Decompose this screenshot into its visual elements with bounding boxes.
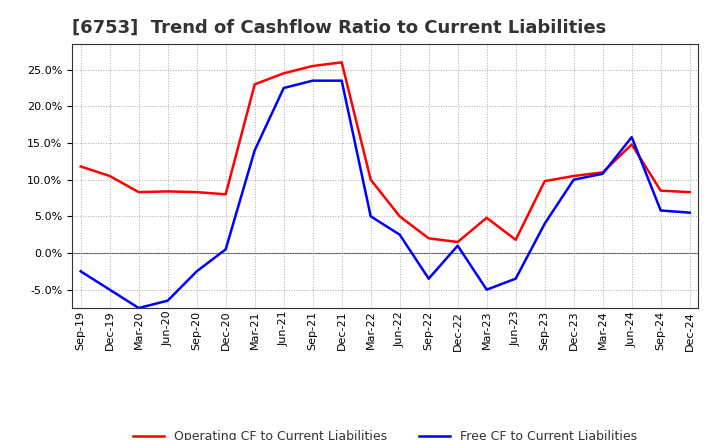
Free CF to Current Liabilities (279, 85, 288, 91)
Operating CF to Current Liabilities (163, 189, 172, 194)
Operating CF to Current Liabilities (570, 173, 578, 179)
Operating CF to Current Liabilities (192, 190, 201, 195)
Operating CF to Current Liabilities (76, 164, 85, 169)
Free CF to Current Liabilities (685, 210, 694, 215)
Free CF to Current Liabilities (541, 221, 549, 226)
Operating CF to Current Liabilities (221, 192, 230, 197)
Free CF to Current Liabilities (221, 247, 230, 252)
Operating CF to Current Liabilities (511, 237, 520, 242)
Operating CF to Current Liabilities (105, 173, 114, 179)
Free CF to Current Liabilities (251, 148, 259, 153)
Line: Operating CF to Current Liabilities: Operating CF to Current Liabilities (81, 62, 690, 242)
Free CF to Current Liabilities (424, 276, 433, 281)
Operating CF to Current Liabilities (482, 215, 491, 220)
Free CF to Current Liabilities (627, 135, 636, 140)
Operating CF to Current Liabilities (454, 239, 462, 245)
Free CF to Current Liabilities (511, 276, 520, 281)
Free CF to Current Liabilities (163, 298, 172, 303)
Operating CF to Current Liabilities (279, 71, 288, 76)
Line: Free CF to Current Liabilities: Free CF to Current Liabilities (81, 81, 690, 308)
Operating CF to Current Liabilities (685, 190, 694, 195)
Free CF to Current Liabilities (454, 243, 462, 248)
Free CF to Current Liabilities (657, 208, 665, 213)
Free CF to Current Liabilities (135, 305, 143, 311)
Operating CF to Current Liabilities (541, 179, 549, 184)
Free CF to Current Liabilities (482, 287, 491, 292)
Free CF to Current Liabilities (395, 232, 404, 237)
Free CF to Current Liabilities (570, 177, 578, 182)
Free CF to Current Liabilities (105, 287, 114, 292)
Operating CF to Current Liabilities (657, 188, 665, 193)
Free CF to Current Liabilities (192, 269, 201, 274)
Operating CF to Current Liabilities (424, 236, 433, 241)
Operating CF to Current Liabilities (338, 60, 346, 65)
Legend: Operating CF to Current Liabilities, Free CF to Current Liabilities: Operating CF to Current Liabilities, Fre… (128, 425, 642, 440)
Free CF to Current Liabilities (338, 78, 346, 83)
Free CF to Current Liabilities (598, 171, 607, 176)
Free CF to Current Liabilities (308, 78, 317, 83)
Text: [6753]  Trend of Cashflow Ratio to Current Liabilities: [6753] Trend of Cashflow Ratio to Curren… (72, 19, 606, 37)
Operating CF to Current Liabilities (598, 170, 607, 175)
Operating CF to Current Liabilities (395, 214, 404, 219)
Operating CF to Current Liabilities (135, 190, 143, 195)
Operating CF to Current Liabilities (366, 177, 375, 182)
Operating CF to Current Liabilities (308, 63, 317, 69)
Free CF to Current Liabilities (366, 214, 375, 219)
Operating CF to Current Liabilities (627, 142, 636, 147)
Operating CF to Current Liabilities (251, 82, 259, 87)
Free CF to Current Liabilities (76, 269, 85, 274)
